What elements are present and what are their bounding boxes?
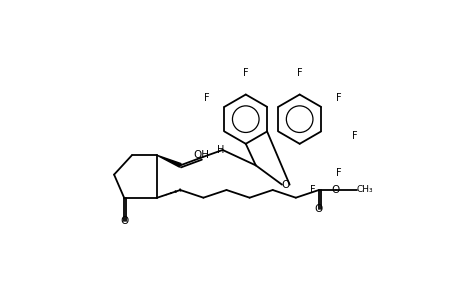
Text: OH: OH — [193, 150, 209, 160]
Polygon shape — [157, 155, 181, 167]
Text: F: F — [203, 93, 209, 103]
Text: H: H — [216, 145, 224, 155]
Text: O: O — [314, 204, 322, 214]
Text: F: F — [242, 68, 248, 78]
Text: O: O — [331, 185, 339, 195]
Text: F: F — [352, 131, 357, 141]
Text: CH₃: CH₃ — [356, 185, 373, 194]
Text: F: F — [296, 68, 302, 78]
Text: F: F — [336, 168, 341, 178]
Text: O: O — [281, 180, 289, 190]
Text: F: F — [309, 185, 315, 195]
Text: F: F — [336, 93, 341, 103]
Text: O: O — [120, 216, 128, 226]
